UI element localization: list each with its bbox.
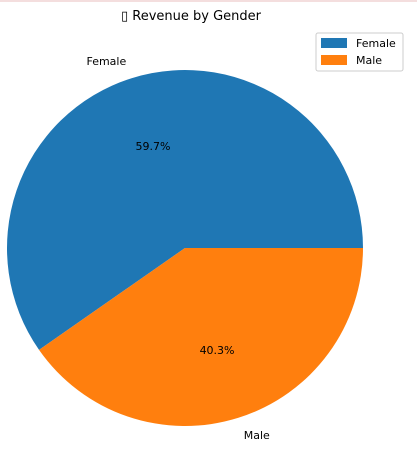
legend-label-female: Female — [356, 37, 396, 50]
pie-labels: Female 59.7% Male 40.3% — [86, 55, 270, 442]
top-border — [0, 0, 417, 2]
slice-label-female: Female — [86, 55, 126, 68]
slice-label-male: Male — [244, 429, 270, 442]
pie-slice-female — [7, 70, 363, 350]
chart-legend: Female Male — [315, 32, 404, 72]
legend-label-male: Male — [356, 54, 382, 67]
pie-slices — [7, 70, 363, 427]
slice-percent-female: 59.7% — [135, 140, 170, 153]
pie-slice-male — [39, 248, 363, 427]
legend-swatch-female — [321, 38, 347, 48]
slice-percent-male: 40.3% — [200, 344, 235, 357]
chart-title: ▯ Revenue by Gender — [121, 9, 262, 24]
legend-swatch-male — [321, 55, 347, 65]
